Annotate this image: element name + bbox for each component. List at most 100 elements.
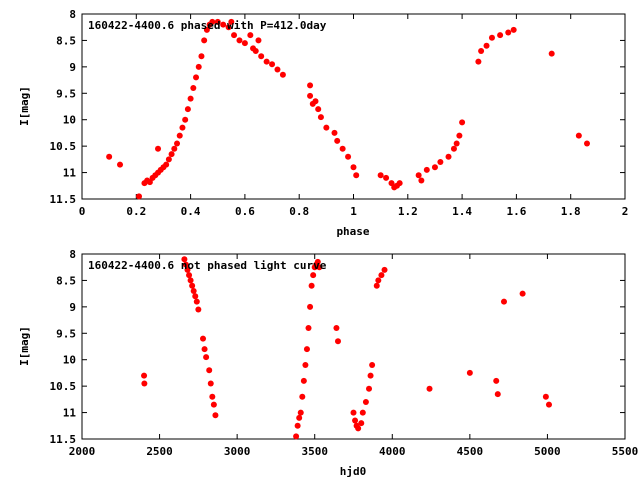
data-points	[141, 256, 552, 440]
x-tick-label: 5000	[534, 445, 561, 458]
y-tick-label: 10	[63, 354, 76, 367]
data-point	[155, 145, 162, 152]
data-point	[258, 53, 265, 60]
data-point	[189, 282, 196, 289]
data-point	[220, 21, 227, 28]
x-tick-label: 0.4	[181, 205, 201, 218]
data-point	[366, 385, 373, 392]
data-point	[203, 354, 210, 361]
data-point	[269, 61, 276, 68]
data-point	[358, 420, 365, 427]
data-point	[247, 32, 254, 39]
data-point	[176, 132, 183, 139]
x-tick-label: 1.8	[561, 205, 581, 218]
data-point	[456, 132, 463, 139]
data-point	[323, 124, 330, 131]
data-point	[200, 335, 207, 342]
data-point	[171, 145, 178, 152]
data-point	[274, 66, 281, 73]
data-point	[500, 298, 507, 305]
data-point	[117, 161, 124, 168]
data-point	[300, 377, 307, 384]
data-point	[307, 92, 314, 99]
x-tick-label: 4000	[379, 445, 406, 458]
data-point	[334, 338, 341, 345]
data-point	[225, 24, 232, 31]
data-point	[350, 164, 357, 171]
x-tick-label: 2	[622, 205, 629, 218]
data-point	[187, 95, 194, 102]
data-point	[279, 71, 286, 78]
data-point	[381, 266, 388, 273]
x-axis-label: phase	[336, 225, 369, 238]
data-point	[209, 18, 216, 25]
data-point	[209, 393, 216, 400]
y-tick-label: 8	[69, 8, 76, 21]
x-tick-label: 1.4	[452, 205, 472, 218]
data-point	[181, 256, 188, 263]
y-tick-label: 11.5	[50, 433, 77, 446]
data-point	[184, 266, 191, 273]
x-tick-label: 2500	[146, 445, 173, 458]
data-point	[396, 180, 403, 187]
data-point	[317, 114, 324, 121]
data-point	[182, 261, 189, 268]
data-point	[450, 145, 457, 152]
data-point	[418, 177, 425, 184]
plot-frame	[81, 13, 626, 200]
data-point	[353, 172, 360, 179]
data-point	[174, 140, 181, 147]
data-point	[375, 277, 382, 284]
y-tick-label: 8.5	[56, 274, 76, 287]
data-point	[310, 272, 317, 279]
data-point	[252, 48, 259, 54]
data-point	[355, 425, 362, 432]
data-point	[315, 106, 322, 113]
data-point	[308, 282, 315, 289]
data-point	[519, 290, 526, 297]
chart-title: 160422-4400.6 phased with P=412.0day	[88, 19, 327, 32]
data-point	[542, 393, 549, 400]
data-point	[378, 272, 385, 279]
x-tick-label: 1.6	[506, 205, 526, 218]
data-point	[314, 258, 321, 265]
data-point	[141, 372, 148, 379]
x-tick-label: 1	[350, 205, 357, 218]
data-point	[316, 264, 323, 271]
data-point	[331, 129, 338, 136]
x-axis-label: hjd0	[340, 465, 367, 478]
y-axis-label: I[mag]	[18, 326, 31, 366]
data-point	[493, 377, 500, 384]
data-point	[373, 282, 380, 289]
data-point	[483, 42, 490, 49]
y-tick-label: 10.5	[50, 140, 77, 153]
data-point	[263, 58, 270, 65]
data-point	[350, 409, 357, 416]
data-point	[190, 85, 197, 91]
data-point	[494, 391, 501, 398]
y-axis-label: I[mag]	[18, 86, 31, 126]
data-point	[190, 288, 197, 294]
data-point	[136, 193, 143, 200]
axis-ticks: 0 0.2 0.4 0.6 0.8 1 1.2 1.4 1.6 1.8 2 8 8.5 9 9.5 10 10.…	[50, 8, 629, 218]
data-point	[505, 29, 512, 36]
data-point	[297, 409, 304, 416]
data-point	[352, 417, 359, 424]
data-point	[339, 145, 346, 152]
data-point	[187, 277, 194, 284]
y-tick-label: 8	[69, 248, 76, 261]
data-point	[312, 98, 319, 105]
chart-title: 160422-4400.6 not phased light curve	[88, 259, 327, 272]
data-point	[255, 37, 262, 44]
y-tick-label: 11	[63, 167, 77, 180]
data-point	[453, 140, 460, 147]
data-point	[182, 116, 189, 123]
data-point	[415, 172, 422, 179]
data-point	[333, 325, 340, 331]
data-point	[305, 325, 312, 331]
x-tick-label: 4500	[457, 445, 484, 458]
data-point	[466, 369, 473, 376]
data-point	[545, 401, 552, 408]
x-tick-label: 1.2	[398, 205, 418, 218]
